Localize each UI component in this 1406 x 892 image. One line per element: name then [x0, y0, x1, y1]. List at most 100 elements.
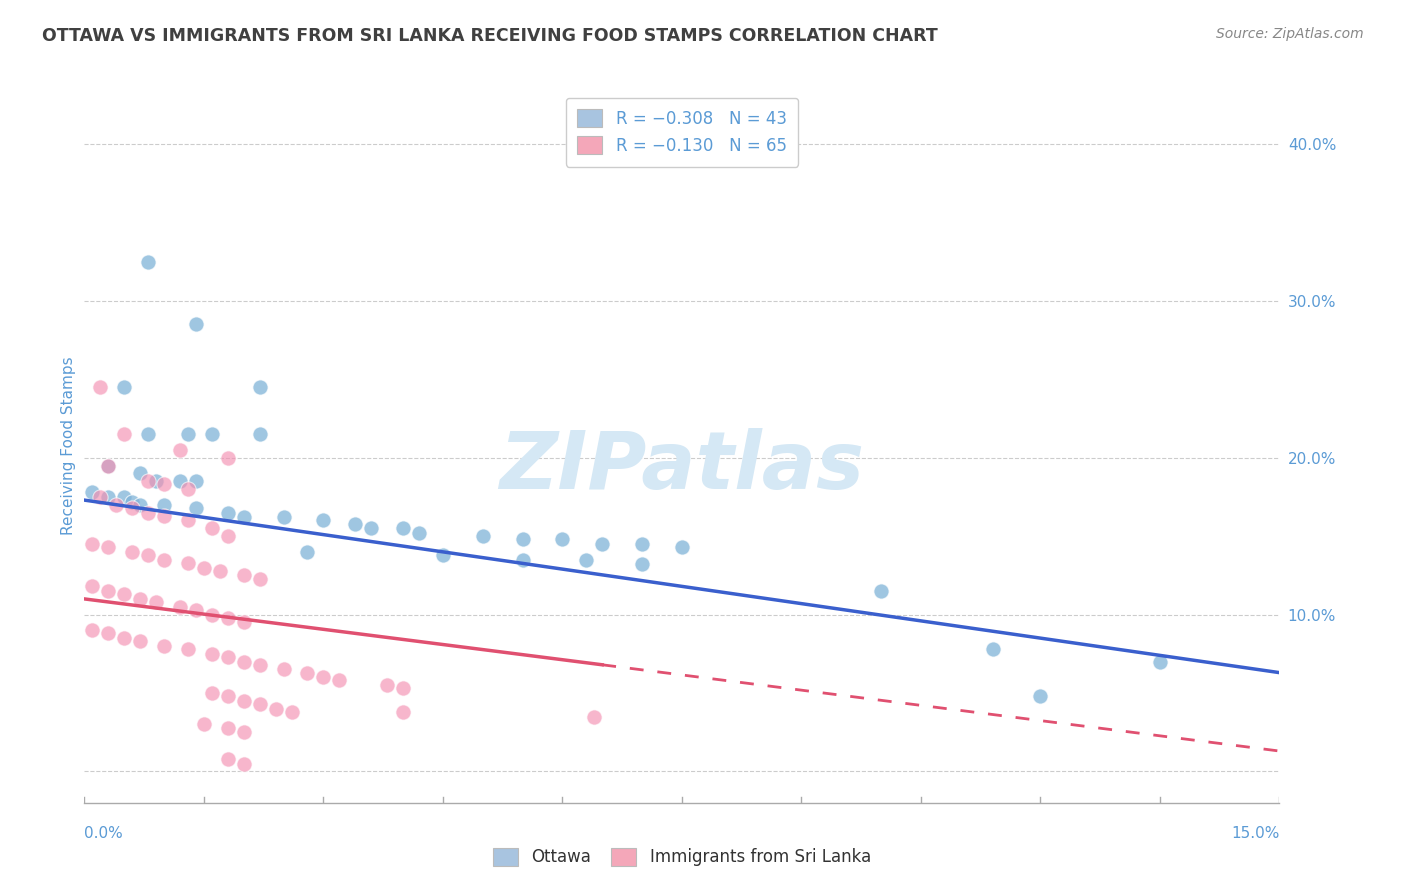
Point	[217, 611, 239, 625]
Point	[273, 663, 295, 677]
Point	[184, 603, 207, 617]
Point	[97, 490, 120, 504]
Point	[97, 458, 120, 473]
Point	[232, 725, 254, 739]
Point	[129, 498, 152, 512]
Text: 0.0%: 0.0%	[84, 826, 124, 841]
Point	[297, 665, 319, 680]
Point	[112, 380, 135, 394]
Point	[280, 705, 302, 719]
Point	[312, 670, 335, 684]
Text: Source: ZipAtlas.com: Source: ZipAtlas.com	[1216, 27, 1364, 41]
Point	[112, 490, 135, 504]
Point	[249, 572, 271, 586]
Point	[153, 477, 176, 491]
Point	[583, 709, 606, 723]
Point	[112, 427, 135, 442]
Point	[273, 510, 295, 524]
Point	[297, 545, 319, 559]
Point	[105, 498, 128, 512]
Point	[169, 599, 191, 614]
Point	[82, 485, 104, 500]
Point	[217, 721, 239, 735]
Point	[169, 442, 191, 457]
Point	[264, 702, 287, 716]
Point	[1149, 655, 1171, 669]
Point	[217, 649, 239, 664]
Point	[169, 475, 191, 489]
Point	[671, 540, 693, 554]
Text: 15.0%: 15.0%	[1232, 826, 1279, 841]
Text: OTTAWA VS IMMIGRANTS FROM SRI LANKA RECEIVING FOOD STAMPS CORRELATION CHART: OTTAWA VS IMMIGRANTS FROM SRI LANKA RECE…	[42, 27, 938, 45]
Point	[1029, 689, 1052, 703]
Point	[249, 427, 271, 442]
Point	[89, 490, 111, 504]
Point	[136, 506, 159, 520]
Point	[249, 697, 271, 711]
Point	[217, 689, 239, 703]
Point	[112, 631, 135, 645]
Point	[360, 521, 382, 535]
Point	[136, 254, 159, 268]
Point	[136, 548, 159, 562]
Point	[82, 579, 104, 593]
Point	[217, 529, 239, 543]
Point	[631, 537, 654, 551]
Point	[193, 717, 215, 731]
Point	[97, 584, 120, 599]
Point	[153, 552, 176, 566]
Point	[408, 526, 430, 541]
Point	[512, 552, 534, 566]
Point	[121, 545, 143, 559]
Text: ZIPatlas: ZIPatlas	[499, 428, 865, 507]
Point	[82, 624, 104, 638]
Point	[97, 458, 120, 473]
Point	[392, 705, 415, 719]
Point	[217, 506, 239, 520]
Point	[575, 552, 598, 566]
Point	[232, 655, 254, 669]
Point	[981, 642, 1004, 657]
Point	[201, 521, 224, 535]
Point	[870, 584, 893, 599]
Point	[232, 756, 254, 771]
Point	[145, 475, 167, 489]
Point	[97, 626, 120, 640]
Point	[249, 657, 271, 672]
Point	[145, 595, 167, 609]
Point	[184, 318, 207, 332]
Point	[177, 556, 200, 570]
Point	[551, 533, 574, 547]
Point	[82, 537, 104, 551]
Point	[328, 673, 350, 688]
Point	[208, 564, 231, 578]
Point	[512, 533, 534, 547]
Point	[631, 558, 654, 572]
Point	[177, 427, 200, 442]
Point	[121, 500, 143, 515]
Point	[129, 467, 152, 481]
Point	[121, 494, 143, 508]
Point	[201, 427, 224, 442]
Point	[177, 642, 200, 657]
Point	[136, 427, 159, 442]
Point	[232, 694, 254, 708]
Legend: Ottawa, Immigrants from Sri Lanka: Ottawa, Immigrants from Sri Lanka	[486, 841, 877, 873]
Point	[249, 380, 271, 394]
Point	[129, 634, 152, 648]
Point	[201, 686, 224, 700]
Point	[193, 560, 215, 574]
Point	[184, 500, 207, 515]
Point	[217, 450, 239, 465]
Point	[392, 521, 415, 535]
Point	[392, 681, 415, 696]
Point	[97, 540, 120, 554]
Point	[177, 514, 200, 528]
Point	[232, 615, 254, 630]
Point	[312, 514, 335, 528]
Point	[217, 752, 239, 766]
Point	[153, 498, 176, 512]
Point	[232, 568, 254, 582]
Point	[112, 587, 135, 601]
Point	[201, 647, 224, 661]
